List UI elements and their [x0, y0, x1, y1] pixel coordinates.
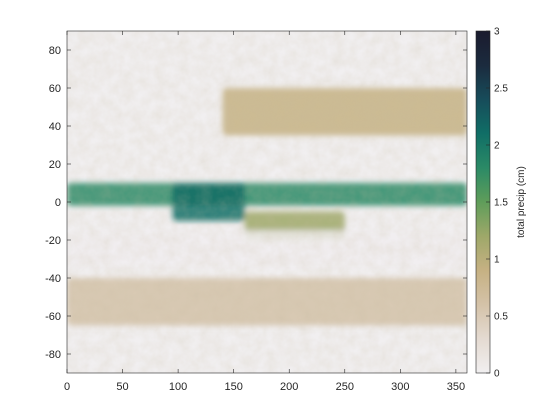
colorbar-tick-label: 2.5 [494, 84, 508, 95]
field-texture [67, 31, 467, 373]
y-tick-label: 60 [49, 83, 61, 95]
colorbar-tick-label: 0.5 [494, 312, 508, 323]
colorbar-tick-label: 2 [494, 141, 500, 152]
x-tick-label: 150 [224, 381, 242, 393]
y-tick-label: 0 [55, 197, 61, 209]
y-tick-label: 40 [49, 121, 61, 133]
x-tick-label: 50 [116, 381, 128, 393]
colorbar-tick-label: 0 [494, 369, 500, 380]
y-tick-label: 80 [49, 45, 61, 57]
colorbar: 3 2.5 2 1.5 1 0.5 0 total precip (cm) [476, 27, 527, 380]
x-tick-label: 250 [336, 381, 354, 393]
x-tick-label: 200 [280, 381, 298, 393]
colorbar-tick-label: 1.5 [494, 198, 508, 209]
colorbar-label: total precip (cm) [516, 166, 527, 238]
map-plot-area: 0 50 100 150 200 250 300 350 806040200-20-40-60… [45, 31, 467, 393]
x-tick-label: 300 [391, 381, 409, 393]
y-tick-label: -80 [45, 349, 61, 361]
colorbar-tick-label: 3 [494, 27, 500, 38]
y-tick-label: -40 [45, 273, 61, 285]
y-tick-label: 20 [49, 159, 61, 171]
colorbar-tick-label: 1 [494, 255, 500, 266]
x-tick-label: 100 [169, 381, 187, 393]
precipitation-field [67, 31, 467, 373]
y-tick-label: -60 [45, 311, 61, 323]
y-tick-label: -20 [45, 235, 61, 247]
x-tick-label: 0 [64, 381, 70, 393]
x-tick-label: 350 [447, 381, 465, 393]
